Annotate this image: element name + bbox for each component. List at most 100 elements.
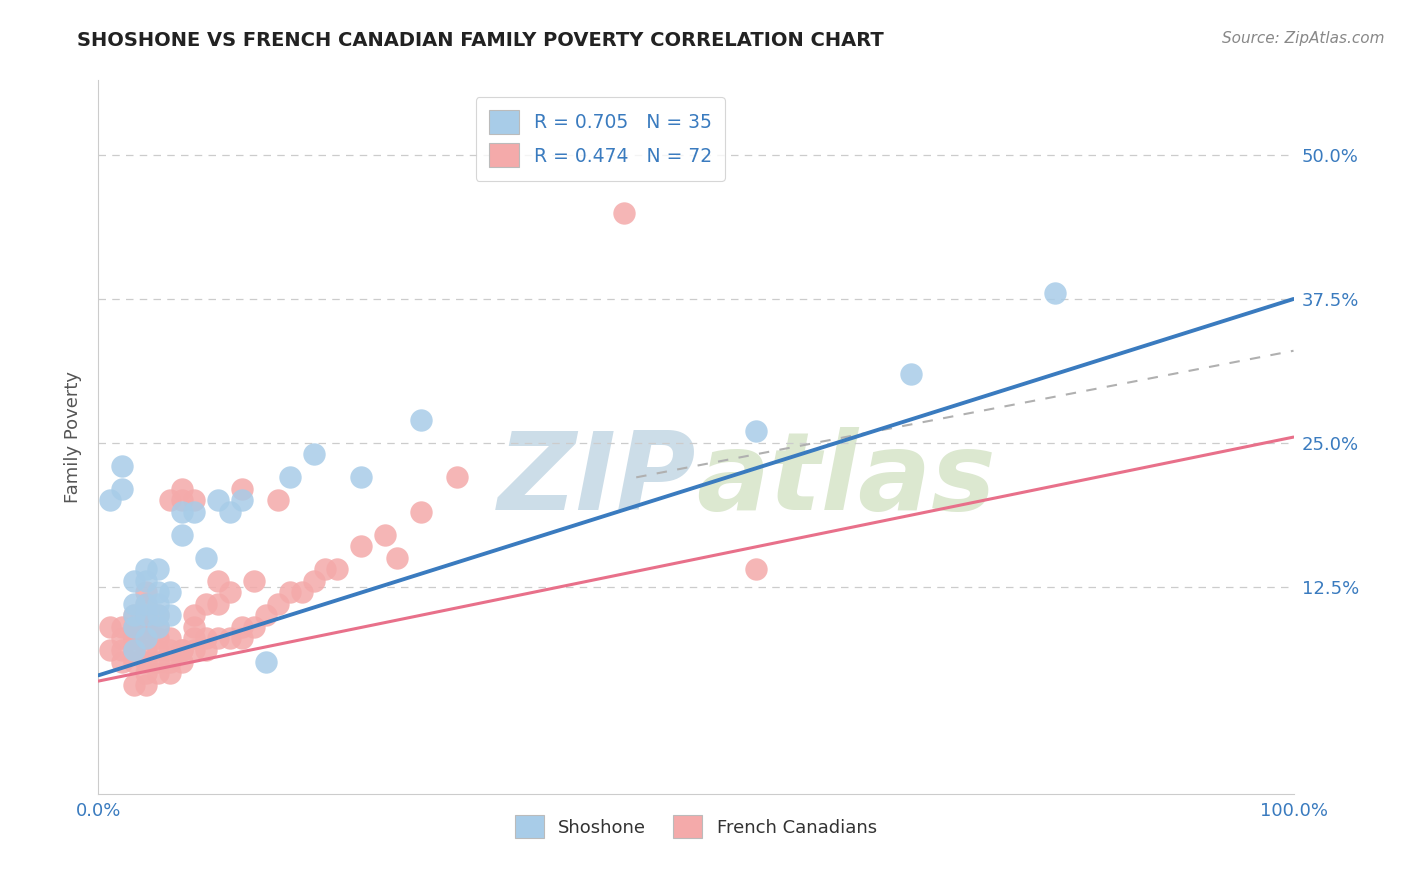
Point — [124, 655, 146, 669]
Point — [231, 620, 253, 634]
Point — [111, 620, 134, 634]
Point — [111, 655, 134, 669]
Point — [159, 666, 181, 681]
Point — [254, 608, 277, 623]
Point — [291, 585, 314, 599]
Point — [159, 655, 181, 669]
Point — [148, 666, 170, 681]
Point — [148, 632, 170, 646]
Point — [219, 585, 242, 599]
Point — [135, 666, 157, 681]
Point — [195, 643, 218, 657]
Point — [124, 632, 146, 646]
Point — [315, 562, 337, 576]
Point — [278, 585, 301, 599]
Point — [111, 458, 134, 473]
Text: SHOSHONE VS FRENCH CANADIAN FAMILY POVERTY CORRELATION CHART: SHOSHONE VS FRENCH CANADIAN FAMILY POVER… — [77, 31, 884, 50]
Point — [183, 505, 205, 519]
Point — [183, 608, 205, 623]
Point — [219, 632, 242, 646]
Point — [350, 540, 373, 554]
Point — [172, 493, 194, 508]
Point — [1043, 286, 1066, 301]
Point — [135, 574, 157, 588]
Point — [219, 505, 242, 519]
Point — [148, 585, 170, 599]
Point — [302, 447, 325, 461]
Point — [159, 632, 181, 646]
Point — [411, 505, 433, 519]
Legend: Shoshone, French Canadians: Shoshone, French Canadians — [508, 808, 884, 846]
Point — [326, 562, 349, 576]
Point — [183, 643, 205, 657]
Point — [135, 597, 157, 611]
Point — [98, 643, 122, 657]
Point — [446, 470, 468, 484]
Point — [172, 643, 194, 657]
Point — [111, 482, 134, 496]
Point — [411, 413, 433, 427]
Point — [613, 205, 636, 219]
Point — [385, 550, 409, 565]
Point — [231, 482, 253, 496]
Text: ZIP: ZIP — [498, 427, 696, 533]
Point — [195, 632, 218, 646]
Point — [124, 608, 146, 623]
Point — [135, 632, 157, 646]
Point — [135, 585, 157, 599]
Point — [148, 597, 170, 611]
Point — [172, 505, 194, 519]
Point — [98, 493, 122, 508]
Point — [135, 655, 157, 669]
Point — [124, 620, 146, 634]
Point — [98, 620, 122, 634]
Point — [148, 620, 170, 634]
Point — [745, 562, 768, 576]
Point — [135, 620, 157, 634]
Point — [124, 677, 146, 691]
Point — [172, 482, 194, 496]
Point — [135, 643, 157, 657]
Text: atlas: atlas — [696, 427, 995, 533]
Point — [207, 632, 229, 646]
Point — [183, 493, 205, 508]
Point — [350, 470, 373, 484]
Y-axis label: Family Poverty: Family Poverty — [63, 371, 82, 503]
Point — [159, 643, 181, 657]
Point — [124, 620, 146, 634]
Point — [243, 574, 266, 588]
Point — [148, 608, 170, 623]
Point — [111, 632, 134, 646]
Point — [172, 643, 194, 657]
Point — [148, 620, 170, 634]
Point — [267, 597, 290, 611]
Point — [148, 655, 170, 669]
Point — [207, 597, 229, 611]
Point — [195, 597, 218, 611]
Point — [254, 655, 277, 669]
Point — [124, 643, 146, 657]
Point — [172, 528, 194, 542]
Point — [135, 620, 157, 634]
Point — [148, 643, 170, 657]
Point — [195, 550, 218, 565]
Point — [302, 574, 325, 588]
Point — [124, 632, 146, 646]
Point — [745, 425, 768, 439]
Point — [207, 574, 229, 588]
Point — [374, 528, 396, 542]
Point — [267, 493, 290, 508]
Point — [278, 470, 301, 484]
Point — [231, 493, 253, 508]
Point — [124, 608, 146, 623]
Point — [900, 367, 922, 381]
Point — [159, 585, 181, 599]
Point — [207, 493, 229, 508]
Point — [124, 574, 146, 588]
Point — [135, 608, 157, 623]
Point — [135, 608, 157, 623]
Point — [172, 655, 194, 669]
Point — [124, 597, 146, 611]
Point — [135, 632, 157, 646]
Point — [159, 493, 181, 508]
